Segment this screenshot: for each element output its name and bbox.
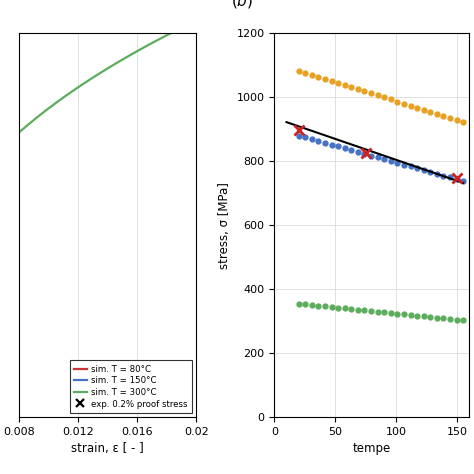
Text: $(b)$: $(b)$ bbox=[231, 0, 254, 10]
Y-axis label: stress, σ [MPa]: stress, σ [MPa] bbox=[218, 182, 231, 269]
X-axis label: strain, ε [ - ]: strain, ε [ - ] bbox=[71, 442, 144, 456]
Legend: sim. T = 80°C, sim. T = 150°C, sim. T = 300°C, exp. 0.2% proof stress: sim. T = 80°C, sim. T = 150°C, sim. T = … bbox=[70, 360, 192, 413]
X-axis label: tempe: tempe bbox=[353, 442, 391, 456]
